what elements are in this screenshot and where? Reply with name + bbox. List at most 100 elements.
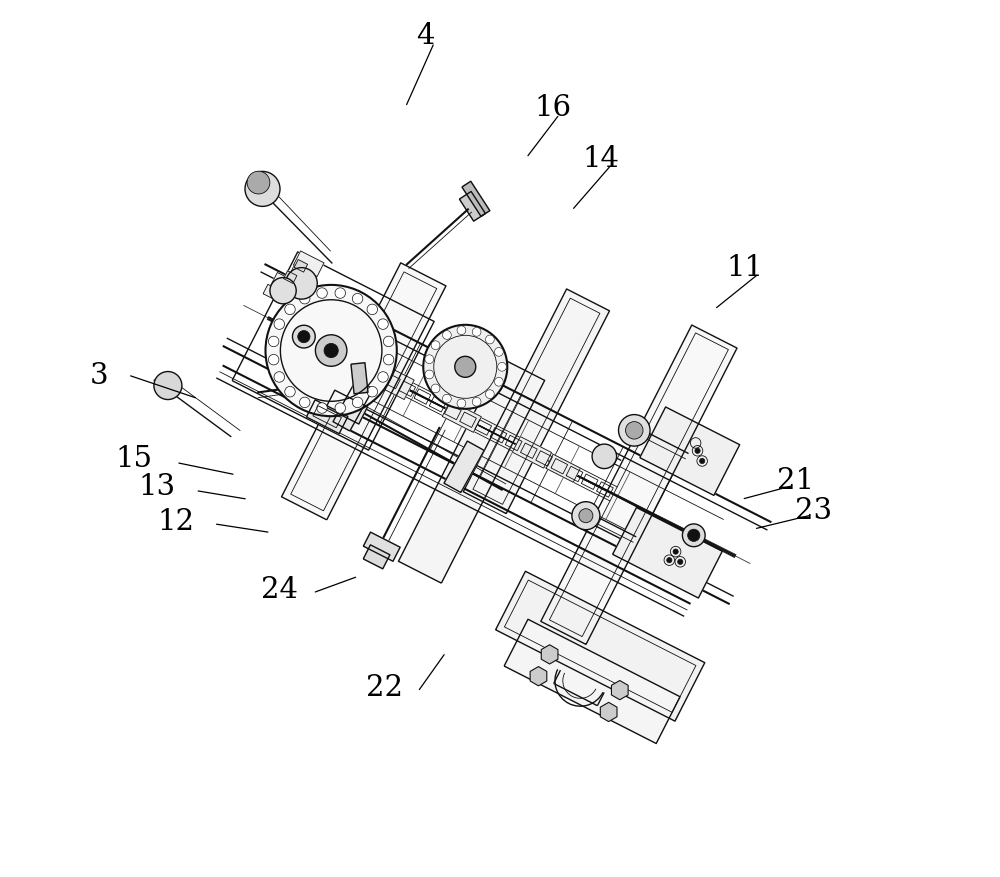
Circle shape (154, 372, 182, 400)
Circle shape (299, 294, 310, 304)
Polygon shape (613, 508, 722, 598)
Polygon shape (288, 266, 316, 289)
Polygon shape (611, 681, 628, 700)
Circle shape (286, 268, 317, 300)
Polygon shape (294, 260, 308, 273)
Circle shape (494, 378, 503, 387)
Polygon shape (284, 272, 297, 284)
Text: 16: 16 (534, 94, 571, 122)
Polygon shape (600, 702, 617, 722)
Circle shape (383, 355, 394, 366)
Text: 4: 4 (416, 23, 435, 50)
Circle shape (626, 422, 643, 439)
Text: 3: 3 (90, 361, 108, 389)
Polygon shape (363, 545, 390, 569)
Polygon shape (369, 363, 414, 400)
Circle shape (270, 278, 296, 304)
Circle shape (268, 355, 279, 366)
Circle shape (457, 400, 466, 409)
Circle shape (688, 530, 700, 542)
Text: 21: 21 (777, 467, 814, 495)
Circle shape (335, 403, 346, 414)
Polygon shape (333, 380, 373, 431)
Circle shape (247, 172, 270, 195)
Circle shape (274, 372, 285, 382)
Polygon shape (496, 572, 705, 721)
Polygon shape (640, 408, 740, 496)
Circle shape (274, 319, 285, 330)
Polygon shape (462, 182, 490, 217)
Circle shape (367, 387, 378, 397)
Circle shape (667, 558, 672, 563)
Polygon shape (398, 359, 545, 583)
Circle shape (383, 337, 394, 347)
Circle shape (579, 510, 593, 523)
Text: 11: 11 (727, 254, 764, 282)
Text: 22: 22 (366, 674, 403, 702)
Circle shape (572, 503, 600, 530)
Polygon shape (271, 274, 297, 296)
Circle shape (299, 397, 310, 408)
Circle shape (292, 326, 315, 349)
Polygon shape (363, 532, 400, 561)
Circle shape (678, 560, 683, 565)
Circle shape (266, 286, 397, 417)
Polygon shape (263, 285, 285, 303)
Circle shape (425, 355, 434, 364)
Polygon shape (504, 619, 680, 744)
Circle shape (592, 445, 617, 469)
Circle shape (619, 415, 650, 446)
Polygon shape (541, 645, 558, 664)
Circle shape (423, 325, 507, 410)
Circle shape (317, 403, 327, 414)
Circle shape (378, 319, 388, 330)
Circle shape (700, 459, 705, 464)
Text: 12: 12 (158, 508, 195, 536)
Circle shape (443, 395, 451, 403)
Circle shape (485, 336, 494, 345)
Circle shape (673, 549, 678, 554)
Circle shape (352, 294, 363, 304)
Circle shape (367, 305, 378, 315)
Polygon shape (546, 455, 580, 482)
Circle shape (285, 305, 295, 315)
Polygon shape (293, 252, 324, 278)
Circle shape (695, 449, 700, 454)
Polygon shape (442, 402, 481, 433)
Circle shape (285, 387, 295, 397)
Polygon shape (463, 289, 610, 514)
Circle shape (298, 332, 310, 344)
Circle shape (485, 390, 494, 399)
Circle shape (431, 385, 440, 394)
Circle shape (443, 332, 451, 340)
Polygon shape (306, 400, 348, 434)
Polygon shape (541, 325, 737, 645)
Circle shape (245, 172, 280, 207)
Text: 15: 15 (116, 445, 153, 473)
Circle shape (268, 337, 279, 347)
Circle shape (315, 335, 347, 367)
Circle shape (317, 289, 327, 299)
Circle shape (352, 397, 363, 408)
Text: 24: 24 (261, 575, 298, 602)
Polygon shape (326, 391, 368, 424)
Text: 13: 13 (138, 473, 175, 501)
Text: 23: 23 (795, 496, 832, 524)
Circle shape (472, 328, 481, 337)
Circle shape (378, 372, 388, 382)
Circle shape (425, 371, 434, 380)
Circle shape (324, 344, 338, 358)
Circle shape (335, 289, 346, 299)
Polygon shape (351, 363, 368, 395)
Circle shape (494, 348, 503, 357)
Circle shape (431, 341, 440, 350)
Circle shape (457, 326, 466, 335)
Polygon shape (459, 192, 485, 222)
Circle shape (472, 398, 481, 407)
Polygon shape (512, 437, 552, 468)
Polygon shape (530, 667, 547, 686)
Polygon shape (282, 264, 446, 520)
Text: 14: 14 (582, 145, 619, 173)
Circle shape (498, 363, 506, 372)
Polygon shape (444, 442, 484, 493)
